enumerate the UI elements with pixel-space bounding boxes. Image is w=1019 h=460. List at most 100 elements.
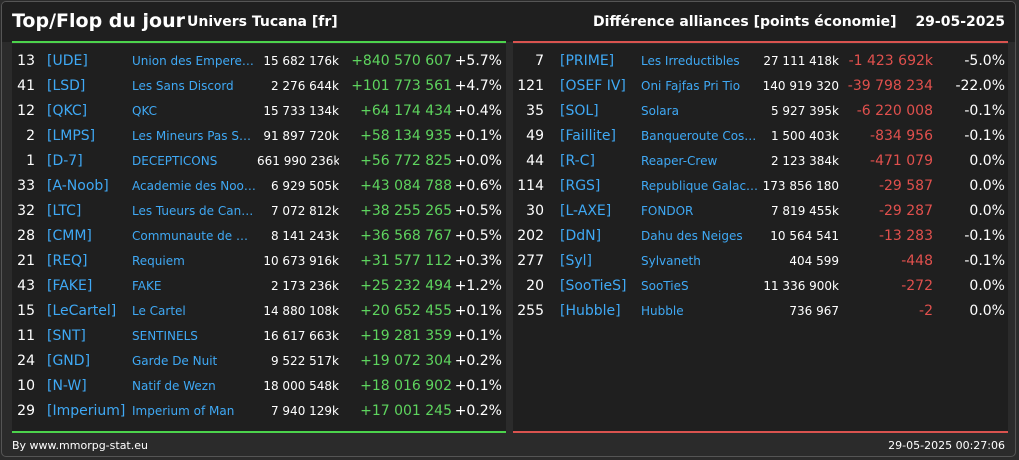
alliance-tag-link[interactable]: [R-C] xyxy=(560,153,595,169)
alliance-points: 2 173 236k xyxy=(270,279,339,293)
alliance-tag-link[interactable]: [Hubble] xyxy=(560,303,621,319)
alliance-diff: +43 084 788 xyxy=(360,178,452,194)
alliance-row: 7 [PRIME] Les Irreductibles 27 111 418k -1 4… xyxy=(513,49,1008,74)
alliance-name-link[interactable]: Academie des Noobs xyxy=(132,179,257,193)
alliance-tag-link[interactable]: [GND] xyxy=(47,353,91,369)
alliance-name-link[interactable]: FAKE xyxy=(132,279,162,293)
alliance-row: 2 [LMPS] Les Mineurs Pas Sages 91 897 720k +… xyxy=(12,124,506,149)
alliance-row: 43 [FAKE] FAKE 2 173 236k +25 232 494 +1.2% xyxy=(12,274,506,299)
alliance-diff: -13 283 xyxy=(878,228,933,244)
alliance-tag-link[interactable]: [DdN] xyxy=(560,228,602,244)
alliance-name-link[interactable]: Natif de Wezn xyxy=(132,379,216,393)
alliance-row: 20 [SooTieS] SooTieS 11 336 900k -272 0.0% xyxy=(513,274,1008,299)
alliance-tag-link[interactable]: [A-Noob] xyxy=(47,178,109,194)
alliance-row: 114 [RGS] Republique Galactique173 856 180… xyxy=(513,174,1008,199)
alliance-name-link[interactable]: Communaute de minage xyxy=(132,229,257,243)
alliance-name-link[interactable]: DECEPTICONS xyxy=(132,154,218,168)
alliance-points: 2 276 644k xyxy=(270,79,339,93)
alliance-percent: +1.2% xyxy=(454,278,502,294)
alliance-points: 736 967 xyxy=(789,304,839,318)
alliance-row: 10 [N-W] Natif de Wezn 18 000 548k +18 016 9… xyxy=(12,374,506,399)
alliance-name-link[interactable]: SENTINELS xyxy=(132,329,198,343)
alliance-name-link[interactable]: FONDOR xyxy=(641,204,694,218)
alliance-rank: 41 xyxy=(17,78,35,94)
top-panel: 13 [UDE] Union des Empereurs 15 682 176k +84… xyxy=(12,44,506,431)
alliance-points: 14 880 108k xyxy=(263,304,339,318)
alliance-name-link[interactable]: Les Tueurs de Canards xyxy=(132,204,257,218)
alliance-percent: +0.1% xyxy=(454,128,502,144)
alliance-name-link[interactable]: QKC xyxy=(132,104,158,118)
alliance-percent: -0.1% xyxy=(964,103,1005,119)
alliance-percent: +0.4% xyxy=(454,103,502,119)
alliance-percent: 0.0% xyxy=(969,303,1005,319)
alliance-name-link[interactable]: Sylvaneth xyxy=(641,254,701,268)
alliance-percent: +0.5% xyxy=(454,203,502,219)
alliance-name-link[interactable]: Requiem xyxy=(132,254,185,268)
alliance-row: 11 [SNT] SENTINELS 16 617 663k +19 281 359 +0… xyxy=(12,324,506,349)
alliance-name-link[interactable]: Garde De Nuit xyxy=(132,354,218,368)
alliance-name-link[interactable]: Republique Galactique xyxy=(641,179,760,193)
alliance-rank: 35 xyxy=(526,103,544,119)
alliance-tag-link[interactable]: [UDE] xyxy=(47,53,88,69)
top-separator-green xyxy=(12,41,506,43)
alliance-tag-link[interactable]: [Imperium] xyxy=(47,403,126,419)
alliance-name-link[interactable]: Dahu des Neiges xyxy=(641,229,743,243)
alliance-percent: +0.1% xyxy=(454,378,502,394)
alliance-tag-link[interactable]: [LSD] xyxy=(47,78,86,94)
alliance-name-link[interactable]: Imperium of Man xyxy=(132,404,235,418)
alliance-percent: 0.0% xyxy=(969,153,1005,169)
alliance-name-link[interactable]: Les Irreductibles xyxy=(641,54,740,68)
alliance-tag-link[interactable]: [PRIME] xyxy=(560,53,615,69)
alliance-tag-link[interactable]: [REQ] xyxy=(47,253,88,269)
alliance-row: 30 [L-AXE] FONDOR 7 819 455k -29 287 0.0% xyxy=(513,199,1008,224)
alliance-rank: 13 xyxy=(17,53,35,69)
alliance-tag-link[interactable]: [RGS] xyxy=(560,178,601,194)
alliance-tag-link[interactable]: [LMPS] xyxy=(47,128,96,144)
alliance-name-link[interactable]: Solara xyxy=(641,104,679,118)
alliance-tag-link[interactable]: [SooTieS] xyxy=(560,278,627,294)
alliance-diff: -2 xyxy=(919,303,933,319)
alliance-name-link[interactable]: SooTieS xyxy=(641,279,689,293)
alliance-tag-link[interactable]: [D-7] xyxy=(47,153,83,169)
alliance-tag-link[interactable]: [SOL] xyxy=(560,103,599,119)
alliance-rank: 20 xyxy=(526,278,544,294)
alliance-points: 2 123 384k xyxy=(770,154,839,168)
alliance-name-link[interactable]: Union des Empereurs xyxy=(132,54,257,68)
alliance-tag-link[interactable]: [OSEF IV] xyxy=(560,78,626,94)
alliance-diff: -471 079 xyxy=(870,153,933,169)
alliance-name-link[interactable]: Oni Fajfas Pri Tio xyxy=(641,79,741,93)
alliance-points: 5 927 395k xyxy=(770,104,839,118)
alliance-points: 7 819 455k xyxy=(770,204,839,218)
alliance-diff: +64 174 434 xyxy=(360,103,452,119)
alliance-row: 33 [A-Noob] Academie des Noobs 6 929 505k +4… xyxy=(12,174,506,199)
alliance-tag-link[interactable]: [Faillite] xyxy=(560,128,616,144)
alliance-name-link[interactable]: Reaper-Crew xyxy=(641,154,718,168)
alliance-name-link[interactable]: Les Mineurs Pas Sages xyxy=(132,129,257,143)
alliance-tag-link[interactable]: [L-AXE] xyxy=(560,203,612,219)
alliance-percent: -0.1% xyxy=(964,253,1005,269)
alliance-row: 24 [GND] Garde De Nuit 9 522 517k +19 072 30… xyxy=(12,349,506,374)
alliance-tag-link[interactable]: [Syl] xyxy=(560,253,592,269)
alliance-points: 173 856 180 xyxy=(762,179,839,193)
alliance-points: 7 940 129k xyxy=(270,404,339,418)
alliance-name-link[interactable]: Banqueroute Cosmique xyxy=(641,129,760,143)
alliance-diff: -834 956 xyxy=(870,128,933,144)
alliance-diff: +19 072 304 xyxy=(360,353,452,369)
alliance-rank: 10 xyxy=(17,378,35,394)
alliance-diff: -6 220 008 xyxy=(856,103,933,119)
alliance-tag-link[interactable]: [SNT] xyxy=(47,328,86,344)
alliance-tag-link[interactable]: [QKC] xyxy=(47,103,88,119)
alliance-name-link[interactable]: Hubble xyxy=(641,304,684,318)
alliance-name-link[interactable]: Les Sans Discord xyxy=(132,79,234,93)
alliance-points: 91 897 720k xyxy=(263,129,339,143)
alliance-tag-link[interactable]: [FAKE] xyxy=(47,278,93,294)
alliance-tag-link[interactable]: [LTC] xyxy=(47,203,82,219)
alliance-row: 49 [Faillite] Banqueroute Cosmique 1 500 40… xyxy=(513,124,1008,149)
alliance-tag-link[interactable]: [CMM] xyxy=(47,228,92,244)
alliance-tag-link[interactable]: [N-W] xyxy=(47,378,87,394)
metric-label: Différence alliances [points économie] xyxy=(593,14,897,30)
source-link[interactable]: By www.mmorpg-stat.eu xyxy=(12,439,148,452)
alliance-percent: +0.6% xyxy=(454,178,502,194)
alliance-tag-link[interactable]: [LeCartel] xyxy=(47,303,117,319)
alliance-name-link[interactable]: Le Cartel xyxy=(132,304,186,318)
